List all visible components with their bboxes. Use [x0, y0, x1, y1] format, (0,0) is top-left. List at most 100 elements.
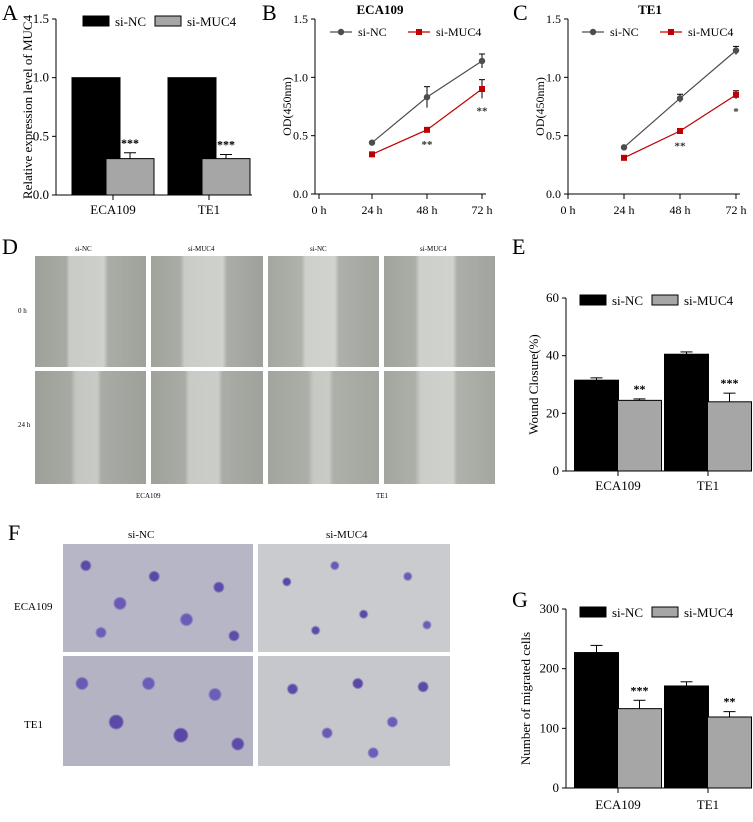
chart-G-x-tick-label: TE1	[697, 797, 719, 812]
chart-C-x-tick-label: 0 h	[561, 203, 576, 217]
chart-E-y-label: Wound Closure(%)	[526, 334, 541, 434]
chart-G-y-tick-label: 200	[540, 661, 560, 676]
chart-G-significance: ***	[631, 683, 649, 697]
chart-C-y-tick-label: 0.5	[546, 129, 561, 143]
chart-B-point-si-NC	[423, 93, 431, 101]
wound-image-te1-simuc4-24h	[384, 371, 495, 484]
panel-letter-a: A	[2, 0, 18, 25]
chart-B-point-si-MUC4	[479, 86, 485, 92]
chart-C-y-tick-label: 0.0	[546, 187, 561, 201]
chart-E-bar-si-MUC4-TE1	[707, 401, 752, 472]
chart-C-legend-marker	[589, 28, 597, 36]
wound-image-te1-sinc-0h	[268, 256, 379, 367]
chart-A-legend-label: si-MUC4	[187, 14, 237, 29]
chart-E-legend-label: si-NC	[612, 293, 643, 308]
chart-C-point-si-MUC4	[677, 128, 683, 134]
chart-B-point-si-MUC4	[424, 126, 430, 133]
chart-E-bar-si-MUC4-ECA109	[617, 399, 662, 472]
chart-C-legend-label: si-MUC4	[688, 25, 733, 39]
chart-A-y-tick-label: 0.0	[33, 187, 49, 202]
chart-B-x-tick-label: 72 h	[472, 203, 493, 217]
chart-E-y-tick-label: 20	[546, 405, 559, 420]
chart-G-x-tick-label: ECA109	[595, 797, 641, 812]
chart-A-y-tick-label: 0.5	[33, 128, 49, 143]
chart-B-x-tick-label: 0 h	[312, 203, 327, 217]
transwell-col-label-sinc: si-NC	[128, 529, 155, 541]
chart-B-significance: **	[422, 139, 434, 151]
chart-E-bar-si-NC-ECA109	[574, 379, 619, 472]
chart-C-significance: *	[733, 106, 739, 118]
chart-G-bar-si-NC-TE1	[664, 685, 709, 789]
wound-group-label-eca109: ECA109	[136, 492, 161, 500]
chart-C-x-tick-label: 48 h	[670, 203, 691, 217]
chart-B-legend-label: si-MUC4	[436, 25, 481, 39]
chart-A-bar-si-MUC4-ECA109	[105, 158, 155, 196]
chart-A-legend-swatch	[82, 15, 110, 27]
transwell-image-eca109-simuc4	[258, 544, 450, 652]
panel-letter-d: D	[2, 234, 18, 259]
wound-row-label-24h: 24 h	[18, 421, 31, 429]
wound-image-eca109-simuc4-24h	[151, 371, 263, 484]
chart-G-legend-label: si-NC	[612, 605, 643, 620]
chart-B-point-si-NC	[478, 57, 486, 65]
chart-G-bar-si-MUC4-TE1	[707, 716, 752, 789]
chart-C-point-si-NC	[620, 144, 628, 151]
chart-E-x-tick-label: TE1	[697, 478, 719, 493]
chart-C-point-si-NC	[732, 47, 740, 54]
chart-B-legend-label: si-NC	[358, 25, 387, 39]
chart-A-x-tick-label: ECA109	[90, 202, 136, 217]
panel-letter-f: F	[8, 520, 21, 545]
chart-A-legend-label: si-NC	[115, 14, 146, 29]
chart-E-x-tick-label: ECA109	[595, 478, 641, 493]
chart-E-y-tick-label: 60	[546, 290, 559, 305]
chart-E-legend-swatch	[651, 294, 679, 306]
chart-B-y-tick-label: 0.0	[293, 187, 308, 201]
chart-G-y-tick-label: 0	[553, 780, 560, 795]
chart-B-x-tick-label: 24 h	[362, 203, 383, 217]
wound-group-label-te1: TE1	[376, 492, 389, 500]
chart-G-y-label: Number of migrated cells	[518, 632, 533, 765]
transwell-col-label-simuc4: si-MUC4	[326, 529, 368, 541]
wound-col-label-3: si-NC	[310, 245, 327, 253]
chart-G-y-tick-label: 100	[540, 720, 560, 735]
transwell-image-te1-sinc	[63, 656, 253, 766]
chart-B-significance: **	[477, 105, 489, 117]
chart-A-x-tick-label: TE1	[198, 202, 220, 217]
chart-C-significance: **	[675, 140, 687, 152]
chart-C-legend-marker	[668, 29, 674, 35]
wound-image-eca109-simuc4-0h	[151, 256, 263, 367]
wound-col-label-4: si-MUC4	[420, 245, 447, 253]
chart-B-y-label: OD(450nm)	[280, 77, 294, 136]
wound-image-te1-simuc4-0h	[384, 256, 495, 367]
chart-A-significance: ***	[217, 138, 235, 152]
chart-B-y-tick-label: 0.5	[293, 129, 308, 143]
chart-C-y-label: OD(450nm)	[533, 77, 547, 136]
transwell-row-label-eca109: ECA109	[14, 601, 53, 613]
chart-C-legend-label: si-NC	[610, 25, 639, 39]
chart-C-point-si-NC	[676, 95, 684, 102]
chart-E-legend-label: si-MUC4	[684, 293, 734, 308]
chart-B-x-tick-label: 48 h	[417, 203, 438, 217]
wound-image-te1-sinc-24h	[268, 371, 379, 484]
chart-A-y-label: Relative expression level of MUC4	[20, 14, 35, 199]
chart-B-legend-marker	[416, 29, 422, 35]
chart-G-bar-si-MUC4-ECA109	[617, 708, 662, 789]
transwell-image-eca109-sinc	[63, 544, 253, 652]
chart-B-point-si-MUC4	[369, 151, 375, 158]
wound-image-eca109-sinc-0h	[35, 256, 146, 367]
chart-C-y-tick-label: 1.5	[546, 12, 561, 26]
chart-A-significance: ***	[121, 136, 139, 150]
chart-E-bar-si-NC-TE1	[664, 353, 709, 472]
chart-C-title: TE1	[638, 2, 662, 17]
wound-row-label-0h: 0 h	[18, 307, 27, 315]
chart-C-x-tick-label: 24 h	[614, 203, 635, 217]
transwell-row-label-te1: TE1	[24, 719, 43, 731]
chart-B-y-tick-label: 1.5	[293, 12, 308, 26]
chart-A-legend-swatch	[154, 15, 182, 27]
chart-E-significance: **	[634, 382, 646, 396]
chart-B-point-si-NC	[368, 139, 376, 146]
panel-letter-e: E	[512, 234, 526, 259]
wound-col-label-1: si-NC	[75, 245, 92, 253]
chart-B-legend-marker	[337, 28, 345, 36]
chart-C-x-tick-label: 72 h	[726, 203, 747, 217]
